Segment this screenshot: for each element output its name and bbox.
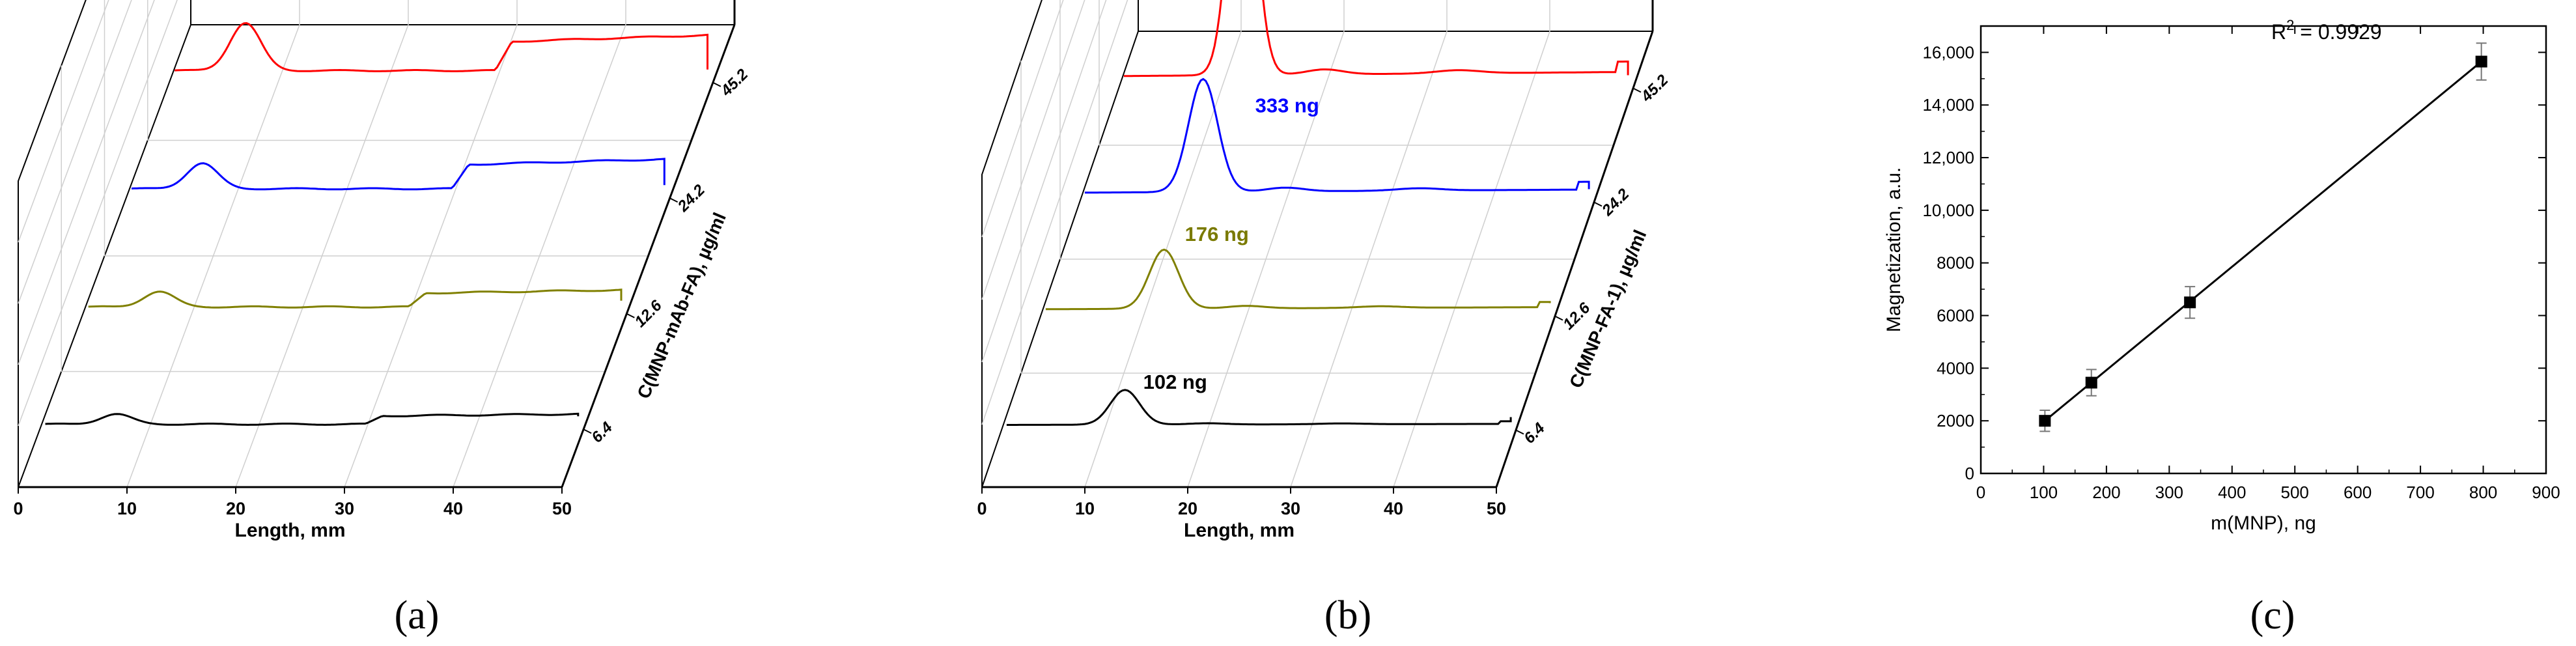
data-point bbox=[2184, 296, 2196, 309]
x-tick-label: 0 bbox=[977, 499, 987, 518]
x-tick-label: 30 bbox=[1281, 499, 1300, 518]
series-line-6.4 bbox=[45, 412, 580, 426]
grid-line bbox=[981, 0, 1064, 238]
back-wall bbox=[190, 0, 735, 25]
x-tick-label: 50 bbox=[552, 499, 572, 518]
r-squared-annotation: R2 = 0.9929 bbox=[2271, 17, 2382, 44]
series-line-45.2 bbox=[1123, 0, 1629, 77]
x-tick-label: 30 bbox=[335, 499, 354, 518]
grid-line bbox=[981, 0, 1085, 300]
chart-c: 0 100 200 300 400 500 600 700 800 900 0 2000 4000 600… bbox=[1883, 17, 2560, 534]
grid-line bbox=[18, 0, 178, 427]
x-tick-label: 0 bbox=[13, 499, 23, 518]
data-point bbox=[2039, 415, 2051, 427]
x-tick-label: 10 bbox=[1075, 499, 1095, 518]
x-tick-label: 200 bbox=[2092, 483, 2120, 502]
y-tick-label: 16,000 bbox=[1922, 42, 1974, 62]
depth-tick bbox=[1632, 87, 1642, 93]
peak-label: 333 ng bbox=[1255, 94, 1319, 117]
depth-tick bbox=[626, 313, 635, 318]
depth-tick-label: 24.2 bbox=[1598, 185, 1632, 219]
grid-line bbox=[18, 0, 109, 243]
y-tick-label: 6000 bbox=[1937, 306, 1974, 326]
series-line-45.2 bbox=[175, 21, 708, 72]
series-line-24.2 bbox=[1084, 77, 1590, 194]
depth-tick bbox=[712, 81, 721, 87]
y-axis-title: Magnetization, a.u. bbox=[1883, 167, 1905, 333]
depth-tick bbox=[1515, 429, 1524, 435]
depth-axis bbox=[1495, 31, 1654, 488]
y-tick-label: 2000 bbox=[1937, 411, 1974, 430]
grid-line bbox=[981, 0, 1128, 425]
depth-tick-label: 12.6 bbox=[632, 296, 666, 331]
grid-line bbox=[981, 0, 1107, 363]
panel-a-label: (a) bbox=[395, 593, 440, 638]
x-tick-label: 800 bbox=[2469, 483, 2497, 502]
x-tick-label: 400 bbox=[2218, 483, 2246, 502]
x-tick-label: 500 bbox=[2281, 483, 2309, 502]
x-tick-label: 40 bbox=[443, 499, 463, 518]
data-point bbox=[2475, 55, 2487, 68]
panel-c-label: (c) bbox=[2250, 593, 2295, 638]
y-tick-label: 0 bbox=[1965, 464, 1974, 483]
y-tick-label: 14,000 bbox=[1922, 95, 1974, 115]
left-wall bbox=[18, 0, 191, 488]
depth-tick-label: 45.2 bbox=[717, 65, 751, 100]
depth-tick bbox=[1593, 201, 1603, 207]
depth-tick-label: 6.4 bbox=[588, 419, 616, 447]
y-tick-label: 8000 bbox=[1937, 253, 1974, 273]
y-tick-label: 12,000 bbox=[1922, 148, 1974, 167]
x-tick-label: 20 bbox=[226, 499, 245, 518]
x-tick-label: 600 bbox=[2344, 483, 2372, 502]
depth-axis bbox=[561, 24, 736, 488]
depth-tick bbox=[1554, 315, 1563, 321]
depth-tick bbox=[669, 197, 679, 203]
grid-line bbox=[18, 0, 132, 304]
peak-label: 102 ng bbox=[1143, 371, 1207, 393]
x-tick-label: 20 bbox=[1178, 499, 1197, 518]
y-tick-label: 4000 bbox=[1937, 358, 1974, 378]
depth-tick-label: 24.2 bbox=[674, 181, 708, 216]
series-line-12.6 bbox=[88, 288, 623, 309]
series-line-6.4 bbox=[1006, 389, 1512, 426]
grid-line bbox=[18, 0, 155, 365]
x-axis-title: Length, mm bbox=[235, 520, 346, 541]
x-tick-label: 50 bbox=[1487, 499, 1506, 518]
x-axis-title: m(MNP), ng bbox=[2211, 513, 2316, 534]
left-wall bbox=[981, 0, 1139, 488]
series-line-12.6 bbox=[1045, 248, 1551, 311]
depth-tick-label: 45.2 bbox=[1637, 71, 1672, 105]
x-tick-label: 300 bbox=[2155, 483, 2183, 502]
x-tick-label: 40 bbox=[1384, 499, 1403, 518]
series-line-24.2 bbox=[131, 158, 665, 191]
depth-tick-label: 6.4 bbox=[1520, 419, 1548, 447]
x-tick-label: 0 bbox=[1976, 483, 1985, 502]
x-tick-label: 900 bbox=[2532, 483, 2560, 502]
x-axis-title: Length, mm bbox=[1184, 520, 1295, 541]
x-tick-label: 10 bbox=[117, 499, 137, 518]
back-wall bbox=[1138, 0, 1653, 32]
x-tick-label: 700 bbox=[2406, 483, 2434, 502]
depth-tick bbox=[583, 428, 592, 434]
panel-b-label: (b) bbox=[1324, 593, 1371, 638]
data-point bbox=[2085, 376, 2097, 389]
plot-frame bbox=[1980, 25, 2547, 475]
y-tick-label: 10,000 bbox=[1922, 201, 1974, 220]
x-tick-label: 100 bbox=[2030, 483, 2058, 502]
fit-line bbox=[2044, 61, 2482, 422]
peak-label: 176 ng bbox=[1185, 223, 1249, 246]
